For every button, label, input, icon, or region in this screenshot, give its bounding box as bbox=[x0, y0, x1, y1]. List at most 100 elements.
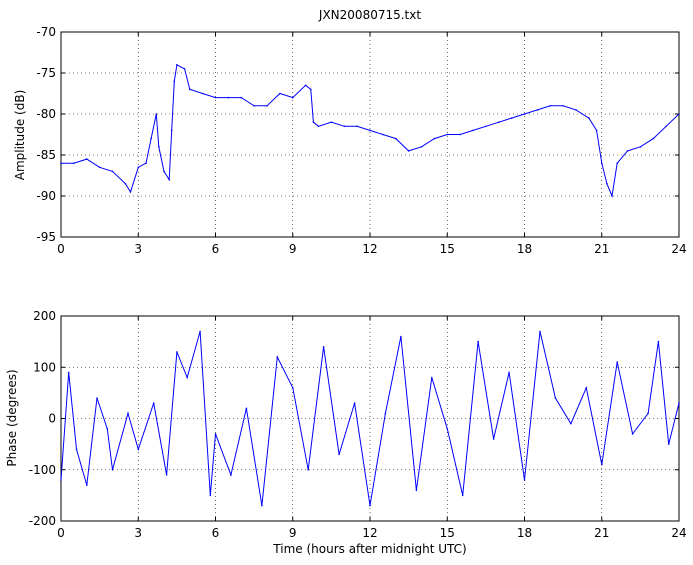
amplitude-data-point bbox=[201, 92, 204, 95]
amplitude-x-tick-label: 9 bbox=[289, 242, 297, 256]
amplitude-data-point bbox=[407, 150, 410, 152]
phase-data-point bbox=[176, 351, 178, 353]
amplitude-y-tick-label: -70 bbox=[36, 25, 56, 39]
phase-y-tick-label: 100 bbox=[33, 360, 56, 374]
phase-data-point bbox=[585, 387, 588, 389]
amplitude-data-point bbox=[86, 158, 88, 160]
amplitude-y-tick-label: -95 bbox=[36, 230, 56, 244]
amplitude-data-point bbox=[170, 129, 173, 132]
phase-data-point bbox=[570, 422, 572, 425]
phase-data-point bbox=[86, 484, 88, 486]
amplitude-data-point bbox=[176, 64, 178, 66]
amplitude-data-point bbox=[266, 105, 268, 107]
amplitude-data-point bbox=[227, 96, 230, 99]
amplitude-data-point bbox=[595, 129, 598, 132]
phase-data-point bbox=[678, 402, 680, 404]
phase-data-point bbox=[186, 376, 188, 379]
amplitude-data-point bbox=[665, 125, 667, 128]
phase-data-point bbox=[60, 479, 62, 481]
phase-data-point bbox=[165, 474, 168, 476]
amplitude-data-point bbox=[523, 113, 526, 115]
phase-data-point bbox=[369, 504, 371, 507]
amplitude-x-tick-label: 6 bbox=[212, 242, 220, 256]
phase-x-tick-label: 12 bbox=[362, 526, 377, 540]
amplitude-data-point bbox=[395, 137, 397, 140]
amplitude-data-point bbox=[317, 125, 320, 128]
phase-data-point bbox=[111, 469, 114, 471]
amplitude-data-point bbox=[639, 146, 642, 148]
amplitude-data-point bbox=[588, 117, 590, 119]
amplitude-x-tick-label: 3 bbox=[134, 242, 142, 256]
amplitude-series-line bbox=[61, 64, 680, 198]
amplitude-data-point bbox=[304, 84, 307, 87]
x-axis-label: Time (hours after midnight UTC) bbox=[272, 542, 466, 556]
amplitude-y-axis-label: Amplitude (dB) bbox=[13, 90, 27, 181]
phase-data-point bbox=[508, 371, 510, 374]
phase-data-point bbox=[137, 448, 140, 451]
phase-x-tick-label: 21 bbox=[594, 526, 609, 540]
amplitude-data-point bbox=[652, 137, 655, 140]
phase-x-tick-label: 24 bbox=[671, 526, 686, 540]
phase-data-point bbox=[523, 479, 526, 481]
phase-x-tick-label: 9 bbox=[289, 526, 297, 540]
amplitude-data-point bbox=[472, 129, 474, 132]
amplitude-grid bbox=[61, 32, 679, 237]
amplitude-x-tick-label: 0 bbox=[57, 242, 65, 256]
phase-data-point bbox=[431, 376, 433, 379]
phase-data-point bbox=[230, 474, 232, 476]
amplitude-data-point bbox=[601, 162, 603, 164]
phase-x-tick-label: 0 bbox=[57, 526, 65, 540]
phase-panel: 0 3 6 9 12 15 18 21 24 -200 -100 0 100 200 Phase (deg… bbox=[5, 309, 687, 556]
amplitude-data-point bbox=[163, 170, 165, 173]
amplitude-data-point bbox=[137, 166, 140, 169]
amplitude-data-point bbox=[189, 88, 191, 91]
phase-data-point bbox=[539, 330, 541, 333]
amplitude-x-tick-label: 18 bbox=[517, 242, 532, 256]
phase-grid bbox=[61, 316, 679, 521]
amplitude-data-point bbox=[498, 121, 500, 123]
amplitude-data-point bbox=[73, 162, 75, 164]
amplitude-plot-area bbox=[60, 31, 680, 238]
chart-title: JXN20080715.txt bbox=[318, 8, 421, 22]
phase-data-point bbox=[322, 346, 325, 348]
phase-data-point bbox=[631, 433, 634, 435]
phase-data-point bbox=[75, 448, 78, 451]
phase-data-point bbox=[446, 428, 449, 430]
phase-y-tick-label: 200 bbox=[33, 309, 56, 323]
amplitude-data-point bbox=[312, 121, 315, 123]
amplitude-data-point bbox=[626, 150, 629, 152]
amplitude-data-point bbox=[536, 109, 539, 111]
amplitude-data-point bbox=[240, 96, 243, 99]
phase-data-point bbox=[245, 407, 248, 410]
phase-x-tick-label: 15 bbox=[440, 526, 455, 540]
phase-y-tick-label: 0 bbox=[48, 412, 56, 426]
amplitude-ticks: 0 3 6 9 12 15 18 21 24 -95 -90 -85 -80 -75 -70 bbox=[36, 25, 686, 256]
phase-data-point bbox=[199, 330, 201, 333]
amplitude-data-point bbox=[124, 182, 127, 185]
amplitude-data-point bbox=[60, 162, 62, 164]
amplitude-data-point bbox=[510, 117, 513, 119]
phase-data-point bbox=[307, 469, 310, 471]
amplitude-data-point bbox=[145, 162, 147, 164]
amplitude-data-point bbox=[98, 166, 101, 169]
amplitude-x-tick-label: 12 bbox=[362, 242, 377, 256]
amplitude-data-point bbox=[606, 182, 608, 185]
amplitude-data-point bbox=[158, 146, 160, 148]
phase-data-point bbox=[477, 340, 479, 343]
amplitude-data-point bbox=[330, 121, 333, 123]
phase-data-point bbox=[492, 438, 495, 440]
amplitude-data-point bbox=[279, 92, 281, 95]
amplitude-y-tick-label: -85 bbox=[36, 148, 56, 162]
amplitude-data-point bbox=[356, 125, 358, 128]
phase-data-point bbox=[384, 412, 387, 415]
phase-x-tick-label: 6 bbox=[212, 526, 220, 540]
phase-data-point bbox=[96, 397, 98, 399]
phase-data-point bbox=[261, 504, 263, 507]
amplitude-data-point bbox=[433, 137, 436, 140]
phase-data-point bbox=[106, 428, 109, 430]
amplitude-x-tick-label: 24 bbox=[671, 242, 686, 256]
phase-data-point bbox=[209, 494, 212, 497]
amplitude-data-point bbox=[611, 195, 613, 197]
